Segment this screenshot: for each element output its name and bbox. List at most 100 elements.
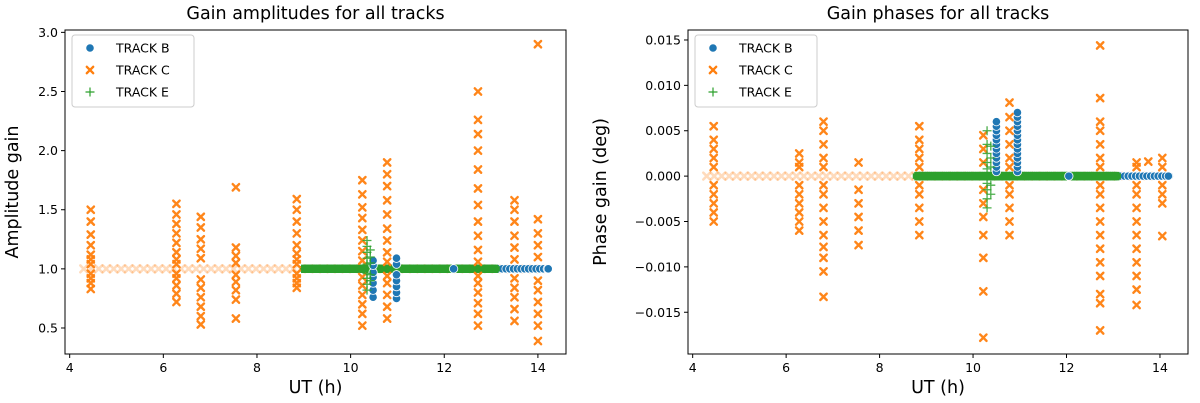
point-track-c: [1095, 117, 1105, 127]
point-track-c: [1157, 180, 1167, 190]
point-track-c: [357, 281, 367, 290]
point-track-c: [854, 185, 863, 195]
point-track-c: [709, 153, 719, 163]
legend-box: [71, 34, 195, 108]
legend-marker-track-b: [708, 43, 718, 53]
point-track-c: [231, 243, 241, 252]
point-track-c: [292, 205, 302, 215]
point-track-e: [986, 141, 996, 151]
point-track-c: [819, 230, 828, 240]
point-track-c: [978, 333, 988, 343]
x-tick-label: 14: [1152, 360, 1168, 375]
point-track-c: [914, 180, 924, 190]
point-track-c: [1095, 230, 1105, 240]
point-track-c: [1005, 180, 1014, 190]
point-track-b: [449, 264, 459, 274]
point-track-c: [382, 302, 392, 312]
chart-title: Gain amplitudes for all tracks: [186, 4, 444, 24]
point-track-c: [819, 126, 828, 136]
point-track-c: [533, 214, 543, 224]
point-track-c: [473, 245, 483, 255]
point-track-c: [382, 236, 392, 245]
point-track-c: [473, 231, 483, 241]
point-track-c: [776, 171, 787, 181]
point-track-c: [357, 272, 367, 282]
point-track-c: [819, 292, 828, 302]
point-track-c: [510, 316, 519, 326]
point-track-c: [473, 298, 483, 308]
point-track-c: [1095, 217, 1105, 226]
point-track-c: [357, 236, 367, 245]
point-track-c: [1143, 157, 1153, 166]
point-track-c: [357, 175, 367, 185]
point-track-c: [510, 283, 519, 293]
point-track-c: [473, 129, 483, 139]
point-track-c: [382, 247, 392, 257]
point-track-c: [357, 309, 367, 319]
point-track-c: [1132, 271, 1141, 281]
point-track-c: [1095, 93, 1105, 103]
point-track-c: [914, 217, 924, 226]
point-track-c: [914, 230, 924, 240]
y-tick-label: −0.015: [635, 305, 681, 320]
point-track-c: [914, 121, 924, 131]
point-track-c: [198, 264, 209, 274]
point-track-c: [881, 171, 891, 181]
point-track-c: [108, 264, 119, 274]
point-track-e: [986, 180, 996, 190]
point-track-c: [382, 169, 392, 179]
point-track-c: [854, 158, 863, 167]
legend-marker-track-e: [708, 87, 718, 97]
point-track-c: [196, 223, 206, 232]
point-track-e: [365, 245, 375, 255]
point-track-c: [231, 314, 241, 323]
point-track-c: [382, 210, 392, 219]
point-track-e: [365, 270, 375, 280]
x-tick-label: 6: [782, 360, 790, 375]
point-track-c: [357, 290, 367, 300]
point-track-c: [196, 244, 206, 254]
point-track-b: [1163, 171, 1173, 181]
point-track-c: [116, 264, 126, 274]
point-track-c: [123, 264, 134, 274]
point-track-c: [533, 276, 543, 286]
point-track-c: [701, 171, 712, 181]
point-track-c: [819, 242, 828, 252]
chart-phase: Gain phases for all tracks 4 6 8 10 12 14 −0.01…: [591, 4, 1189, 398]
point-track-c: [819, 139, 828, 149]
point-track-c: [357, 202, 367, 212]
point-track-c: [510, 217, 519, 226]
plot-area: [701, 41, 1174, 343]
y-tick-label: 0.005: [645, 123, 681, 138]
point-track-c: [473, 288, 483, 297]
point-track-c: [1005, 139, 1014, 149]
point-track-c: [819, 189, 828, 199]
point-track-c: [172, 297, 181, 307]
point-track-c: [510, 231, 519, 241]
series-track-e: [982, 126, 996, 213]
point-track-c: [829, 171, 839, 181]
point-track-c: [533, 285, 543, 295]
x-tick-label: 10: [343, 360, 359, 375]
point-track-c: [172, 199, 181, 209]
point-track-c: [183, 264, 194, 274]
point-track-c: [709, 162, 719, 172]
point-track-c: [292, 249, 302, 258]
point-track-c: [382, 290, 392, 300]
point-track-c: [231, 285, 241, 295]
x-axis-label: UT (h): [289, 378, 343, 398]
point-track-c: [794, 217, 804, 226]
point-track-c: [709, 135, 719, 145]
y-tick-label: 2.5: [38, 84, 58, 99]
point-track-c: [1132, 217, 1141, 226]
point-track-c: [1095, 180, 1105, 190]
point-track-c: [473, 217, 483, 226]
point-track-c: [231, 258, 241, 268]
point-track-c: [510, 255, 519, 264]
point-track-c: [854, 240, 863, 250]
y-axis-label: Phase gain (deg): [591, 118, 611, 266]
point-track-c: [382, 257, 392, 267]
point-track-c: [172, 289, 181, 299]
point-track-c: [709, 180, 719, 190]
point-track-c: [1005, 98, 1014, 108]
